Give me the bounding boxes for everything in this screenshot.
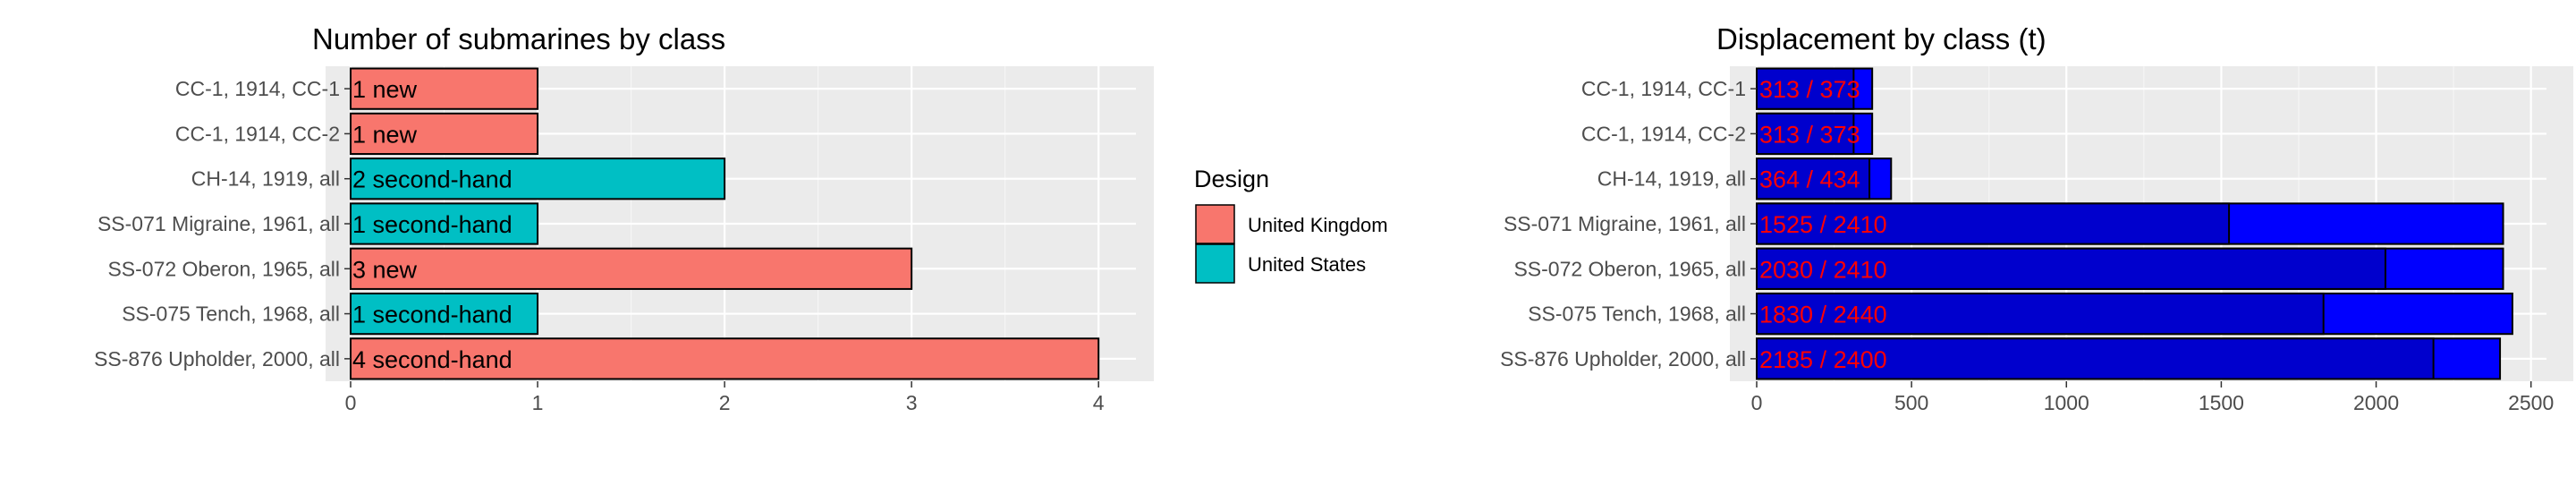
left-y-tick-labels: CC-1, 1914, CC-1 CC-1, 1914, CC-2 CH-14, 1… <box>94 77 351 371</box>
legend-label-united-states: United States <box>1248 253 1366 276</box>
bar-label-ch-14-1919-all: 2 second-hand <box>352 166 513 193</box>
bar-ss-072-oberon-1965-all <box>350 247 913 290</box>
left-bars <box>350 67 1100 380</box>
right-y-tick-labels: CC-1, 1914, CC-1 CC-1, 1914, CC-2 CH-14, 1… <box>1500 77 1757 371</box>
bar-surfaced-ss-075-tench-1968-all <box>1756 292 2325 336</box>
left-bar-labels: 1 new 1 new 2 second-hand 1 second-hand 3 ne… <box>352 76 513 373</box>
bar-ss-876-upholder-2000-all <box>350 337 1100 380</box>
right-bar-labels: 313 / 373 313 / 373 364 / 434 1525 / 2410 20… <box>1759 76 1887 373</box>
y-tick-label-cc-1-1914-cc-2: CC-1, 1914, CC-2 <box>175 122 340 145</box>
bar-ss-075-tench-1968-all <box>350 292 539 336</box>
x-tick-label-500: 500 <box>1894 391 1928 414</box>
bar-ch-14-1919-all <box>350 158 726 200</box>
bar-label-cc-1-1914-cc-2: 313 / 373 <box>1759 121 1860 148</box>
bar-cc-1-1914-cc-2 <box>350 112 539 156</box>
bar-cc-1-1914-cc-1 <box>350 67 539 110</box>
y-tick-label-ss-075-tench-1968-all: SS-075 Tench, 1968, all <box>122 302 340 326</box>
bar-label-cc-1-1914-cc-2: 1 new <box>352 121 418 148</box>
x-tick-label-1500: 1500 <box>2199 391 2244 414</box>
x-tick-label-1: 1 <box>532 391 544 414</box>
bar-surfaced-ss-071-migraine-1961-all <box>1756 202 2231 245</box>
y-tick-label-ss-072-oberon-1965-all: SS-072 Oberon, 1965, all <box>107 257 340 280</box>
y-tick-label-ss-876-upholder-2000-all: SS-876 Upholder, 2000, all <box>1500 347 1746 371</box>
right-chart-title: Displacement by class (t) <box>1716 22 2046 55</box>
y-tick-label-cc-1-1914-cc-1: CC-1, 1914, CC-1 <box>175 77 340 100</box>
bar-label-ss-075-tench-1968-all: 1 second-hand <box>352 302 513 328</box>
y-tick-label-ss-071-migraine-1961-all: SS-071 Migraine, 1961, all <box>1504 212 1746 235</box>
x-tick-label-2: 2 <box>719 391 731 414</box>
bar-label-cc-1-1914-cc-1: 1 new <box>352 76 418 103</box>
x-tick-label-0: 0 <box>345 391 357 414</box>
right-bars <box>1756 67 2513 380</box>
bar-label-ss-072-oberon-1965-all: 3 new <box>352 256 418 283</box>
bar-ss-071-migraine-1961-all <box>350 202 539 245</box>
y-tick-label-ch-14-1919-all: CH-14, 1919, all <box>191 167 340 191</box>
right-x-tick-labels: 0 500 1000 1500 2000 2500 <box>1751 381 2554 414</box>
bar-surfaced-ss-072-oberon-1965-all <box>1756 247 2386 290</box>
bar-label-ss-075-tench-1968-all: 1830 / 2440 <box>1759 302 1887 328</box>
bar-surfaced-ch-14-1919-all <box>1756 158 1871 200</box>
bar-label-ss-876-upholder-2000-all: 4 second-hand <box>352 346 513 373</box>
y-tick-label-cc-1-1914-cc-2: CC-1, 1914, CC-2 <box>1581 122 1746 145</box>
legend-key-united-states <box>1195 243 1235 284</box>
x-tick-label-2500: 2500 <box>2508 391 2554 414</box>
left-chart-title: Number of submarines by class <box>312 22 725 55</box>
legend-key-united-kingdom <box>1195 204 1235 244</box>
y-tick-label-ch-14-1919-all: CH-14, 1919, all <box>1597 167 1746 191</box>
left-x-tick-labels: 0 1 2 3 4 <box>345 381 1105 414</box>
bar-label-ch-14-1919-all: 364 / 434 <box>1759 166 1860 193</box>
y-tick-label-ss-072-oberon-1965-all: SS-072 Oberon, 1965, all <box>1513 257 1746 280</box>
bar-label-ss-876-upholder-2000-all: 2185 / 2400 <box>1759 346 1887 373</box>
bar-surfaced-ss-876-upholder-2000-all <box>1756 337 2435 380</box>
legend-label-united-kingdom: United Kingdom <box>1248 214 1388 236</box>
x-tick-label-0: 0 <box>1751 391 1763 414</box>
x-tick-label-1000: 1000 <box>2044 391 2089 414</box>
x-tick-label-3: 3 <box>906 391 918 414</box>
x-tick-label-2000: 2000 <box>2353 391 2399 414</box>
legend: Design United Kingdom United States <box>1194 166 1388 284</box>
y-tick-label-cc-1-1914-cc-1: CC-1, 1914, CC-1 <box>1581 77 1746 100</box>
x-tick-label-4: 4 <box>1093 391 1105 414</box>
bar-label-ss-071-migraine-1961-all: 1525 / 2410 <box>1759 211 1887 238</box>
bar-label-ss-072-oberon-1965-all: 2030 / 2410 <box>1759 256 1887 283</box>
y-tick-label-ss-876-upholder-2000-all: SS-876 Upholder, 2000, all <box>94 347 340 371</box>
legend-title: Design <box>1194 166 1269 192</box>
y-tick-label-ss-071-migraine-1961-all: SS-071 Migraine, 1961, all <box>97 212 340 235</box>
bar-label-ss-071-migraine-1961-all: 1 second-hand <box>352 211 513 238</box>
bar-label-cc-1-1914-cc-1: 313 / 373 <box>1759 76 1860 103</box>
y-tick-label-ss-075-tench-1968-all: SS-075 Tench, 1968, all <box>1528 302 1746 326</box>
